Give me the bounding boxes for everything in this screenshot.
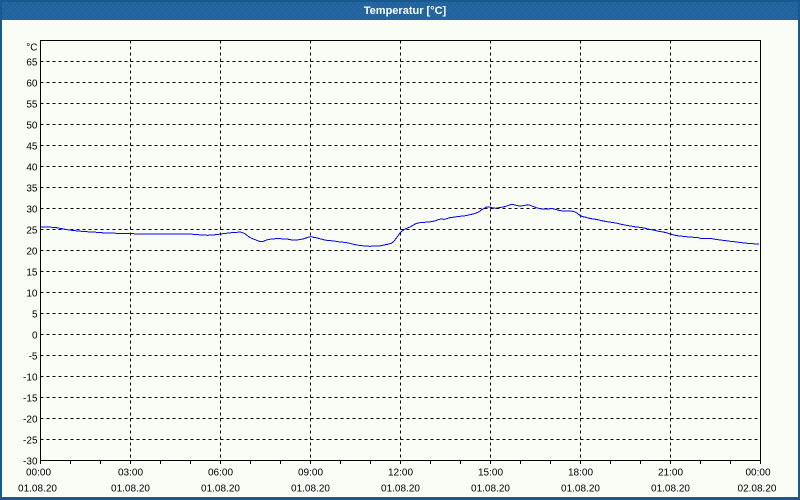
- svg-text:60: 60: [26, 79, 38, 90]
- svg-text:01.08.20: 01.08.20: [471, 484, 510, 495]
- svg-text:-20: -20: [23, 415, 38, 426]
- svg-text:00:00: 00:00: [26, 468, 51, 479]
- svg-text:01.08.20: 01.08.20: [291, 484, 330, 495]
- svg-text:01.08.20: 01.08.20: [111, 484, 150, 495]
- svg-text:65: 65: [26, 58, 38, 69]
- svg-text:01.08.20: 01.08.20: [561, 484, 600, 495]
- svg-text:01.08.20: 01.08.20: [381, 484, 420, 495]
- svg-text:15: 15: [26, 268, 38, 279]
- svg-text:02.08.20: 02.08.20: [738, 484, 777, 495]
- svg-text:-25: -25: [23, 436, 38, 447]
- svg-text:00:00: 00:00: [745, 468, 770, 479]
- svg-text:-30: -30: [23, 457, 38, 468]
- svg-text:15:00: 15:00: [478, 468, 503, 479]
- svg-text:0: 0: [32, 331, 38, 342]
- svg-text:10: 10: [26, 289, 38, 300]
- svg-text:Temperatur [°C]: Temperatur [°C]: [364, 5, 447, 17]
- svg-text:-10: -10: [23, 373, 38, 384]
- svg-text:01.08.20: 01.08.20: [651, 484, 690, 495]
- svg-text:40: 40: [26, 163, 38, 174]
- svg-text:01.08.20: 01.08.20: [201, 484, 240, 495]
- svg-text:50: 50: [26, 121, 38, 132]
- svg-text:35: 35: [26, 184, 38, 195]
- svg-text:55: 55: [26, 100, 38, 111]
- svg-text:09:00: 09:00: [298, 468, 323, 479]
- svg-text:25: 25: [26, 226, 38, 237]
- svg-text:03:00: 03:00: [118, 468, 143, 479]
- svg-text:-5: -5: [29, 352, 38, 363]
- svg-text:45: 45: [26, 142, 38, 153]
- svg-text:30: 30: [26, 205, 38, 216]
- svg-text:12:00: 12:00: [388, 468, 413, 479]
- svg-text:5: 5: [32, 310, 38, 321]
- svg-text:01.08.20: 01.08.20: [18, 484, 57, 495]
- svg-text:20: 20: [26, 247, 38, 258]
- svg-text:06:00: 06:00: [208, 468, 233, 479]
- svg-text:21:00: 21:00: [658, 468, 683, 479]
- svg-text:-15: -15: [23, 394, 38, 405]
- svg-text:18:00: 18:00: [568, 468, 593, 479]
- svg-text:°C: °C: [26, 43, 37, 54]
